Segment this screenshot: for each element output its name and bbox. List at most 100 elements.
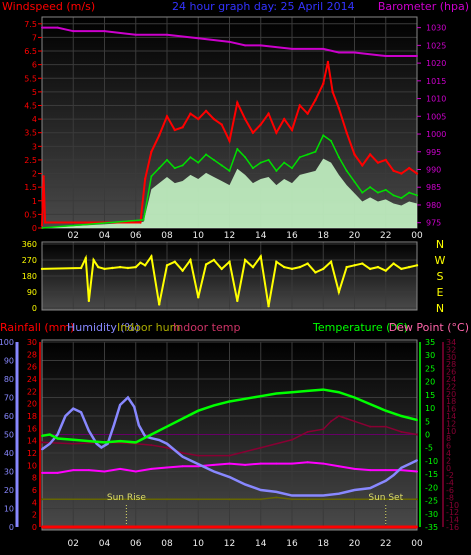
direction-panel-frame	[41, 241, 418, 311]
speed-point	[361, 191, 364, 194]
speed-point	[244, 156, 247, 159]
dew-tick-label: 2	[446, 456, 451, 465]
barometer-point	[41, 26, 43, 29]
rain-tick-label: 16	[27, 424, 37, 433]
y-right-tick-label: 1020	[426, 59, 446, 68]
wind-direction-point	[181, 269, 184, 272]
speed-point	[205, 153, 208, 156]
indoor-humidity-point	[197, 498, 200, 501]
temp-tick-label: 25	[425, 364, 435, 373]
humidity-point	[416, 459, 418, 462]
speed-point	[337, 156, 340, 159]
gust-point	[353, 153, 356, 156]
barometer-point	[259, 44, 262, 47]
indoor-temp-point	[322, 462, 325, 465]
humidity-point	[166, 442, 168, 445]
humidity-point	[275, 490, 278, 493]
indoor-temp-point	[259, 462, 262, 465]
x-tick-label: 10	[193, 539, 205, 549]
wind-direction-point	[173, 260, 177, 263]
temperature-point	[337, 391, 340, 394]
dew-tick-label: -6	[446, 486, 454, 495]
wind-direction-point	[143, 264, 147, 267]
wind-direction-point	[275, 260, 278, 263]
humidity-line	[41, 395, 418, 497]
dew-point-point	[228, 454, 231, 457]
wind-direction-point	[87, 299, 91, 303]
rain-tick-label: 2	[32, 511, 37, 520]
dew-tick-label: 32	[446, 345, 456, 354]
dew-point-point	[337, 415, 340, 417]
wind-panel-ticks: 0 0.5 1 1.5 2 2.5 3 3.5 4 4.5 5 5.5 6 6.5 7 7.5 975 980 98…	[24, 20, 446, 241]
speed-point	[392, 194, 395, 197]
wind-direction-point	[251, 265, 255, 269]
speed-point	[314, 150, 317, 153]
humidity-tick-label: 90	[4, 357, 14, 366]
sunset-annotation: Sun Set	[368, 493, 403, 503]
gust-point	[251, 131, 255, 134]
humidity-point	[48, 442, 51, 445]
y-left-tick-label: 3	[32, 142, 37, 151]
gust-point	[139, 221, 142, 224]
wind-direction-line	[41, 253, 418, 307]
dew-point-point	[72, 442, 75, 445]
rain-tick-label: 24	[27, 375, 37, 384]
dew-point-point	[259, 446, 262, 449]
y-left-tick-label: 90	[27, 288, 37, 297]
dew-point-point	[400, 430, 403, 433]
indoor-humidity-point	[166, 498, 168, 501]
dew-point-point	[41, 441, 43, 444]
speed-point	[416, 194, 418, 197]
humidity-point	[181, 455, 184, 458]
gust-point	[384, 158, 387, 162]
rain-tick-label: 6	[32, 486, 37, 495]
speed-point	[259, 161, 262, 164]
gust-point	[361, 164, 364, 167]
gust-point	[150, 150, 153, 153]
y-left-tick-label: 360	[22, 240, 37, 249]
barometer-point	[322, 47, 325, 50]
dew-tick-label: 8	[446, 434, 451, 443]
temperature-point	[291, 391, 293, 394]
gust-point	[326, 60, 330, 64]
gust-point	[368, 153, 372, 156]
gust-point	[400, 172, 403, 175]
wind-direction-point	[298, 265, 302, 269]
dew-tick-label: 30	[446, 353, 456, 362]
wind-direction-point	[392, 262, 395, 265]
humidity-point	[392, 474, 395, 477]
gust-point	[228, 139, 231, 143]
indoor-temp-point	[228, 462, 231, 465]
speed-point	[212, 158, 215, 161]
temperature-point	[259, 395, 262, 398]
wind-direction-point	[306, 262, 309, 265]
gust-point	[165, 115, 169, 118]
indoor-temp-point	[353, 467, 356, 470]
y-left-tick-label: 7	[32, 33, 37, 42]
indoor-humidity-point	[41, 498, 43, 501]
humidity-point	[150, 437, 153, 440]
dew-point-point	[330, 420, 333, 423]
humidity-point	[137, 424, 140, 427]
dew-point-point	[166, 446, 168, 449]
humidity-tick-label: 10	[4, 505, 14, 514]
gust-point	[204, 109, 208, 113]
rain-tick-label: 10	[27, 461, 37, 470]
y-right-tick-label: 1010	[426, 95, 446, 104]
indoor-humidity-point	[134, 498, 137, 501]
y-left-tick-label: 0.5	[24, 210, 37, 219]
temperature-panel-series	[41, 388, 418, 529]
x-tick-label: 08	[161, 231, 173, 241]
dew-tick-label: -12	[446, 508, 459, 517]
dew-tick-label: -2	[446, 471, 454, 480]
y-right-tick-label: 975	[426, 219, 441, 228]
dew-point-point	[197, 454, 200, 457]
dew-tick-label: 4	[446, 449, 451, 458]
humidity-point	[259, 489, 262, 491]
indoor-temp-point	[41, 471, 43, 474]
temperature-point	[306, 389, 309, 392]
indoor-temp-point	[416, 470, 418, 473]
wind-direction-point	[139, 261, 142, 264]
gust-point	[298, 104, 302, 107]
